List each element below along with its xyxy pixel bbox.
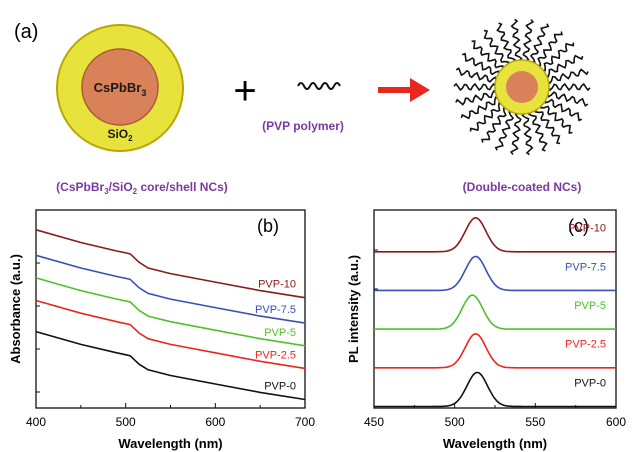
x-tick-label: 500 xyxy=(445,415,465,429)
core-shell-nc: CsPbBr3 SiO2 xyxy=(56,24,184,152)
series-label: PVP-10 xyxy=(258,279,296,291)
polymer-strand xyxy=(455,67,498,83)
polymer-strand xyxy=(494,110,515,151)
core-shell-caption: (CsPbBr3/SiO2 core/shell NCs) xyxy=(56,180,228,196)
series-line xyxy=(374,371,616,408)
polymer-strand xyxy=(461,52,500,76)
red-arrow-icon xyxy=(378,78,430,102)
series-line xyxy=(374,294,616,330)
polymer-strand xyxy=(544,98,583,122)
core-label: CsPbBr xyxy=(94,80,142,95)
x-axis-label: Wavelength (nm) xyxy=(118,436,222,451)
polymer-strand xyxy=(521,112,534,156)
pvp-polymer-icon xyxy=(297,82,341,90)
series-line xyxy=(35,330,306,401)
double-coated-nc xyxy=(453,18,591,156)
x-axis-label: Wavelength (nm) xyxy=(443,436,547,451)
shell-subscript: 2 xyxy=(128,134,133,143)
polymer-strand xyxy=(534,108,561,145)
svg-text:SiO2: SiO2 xyxy=(107,127,133,143)
polymer-strand xyxy=(469,102,503,132)
x-tick-label: 400 xyxy=(26,415,46,429)
series-label: PVP-10 xyxy=(568,223,606,235)
x-tick-label: 500 xyxy=(116,415,136,429)
series-label: PVP-7.5 xyxy=(255,304,296,316)
series-label: PVP-5 xyxy=(574,300,606,312)
series-line xyxy=(35,299,306,370)
series-label: PVP-0 xyxy=(264,381,296,393)
series-line xyxy=(374,255,616,292)
series-label: PVP-2.5 xyxy=(565,339,606,351)
polymer-strand xyxy=(541,42,575,72)
polymer-strand xyxy=(510,18,523,62)
polymer-strand xyxy=(536,31,563,67)
polymer-strand xyxy=(528,110,548,152)
core-subscript: 3 xyxy=(141,88,146,98)
polymer-strand xyxy=(540,104,573,134)
series-line xyxy=(35,254,306,324)
polymer-strand xyxy=(481,107,508,143)
panel-a-label: (a) xyxy=(14,21,38,43)
polymer-strand xyxy=(483,29,510,66)
polymer-strand xyxy=(471,40,504,70)
polymer-strand xyxy=(529,23,550,64)
polymer-caption: (PVP polymer) xyxy=(262,119,344,133)
shell-label: SiO xyxy=(107,127,128,141)
nc-core xyxy=(506,71,538,103)
series-line xyxy=(35,277,306,347)
pl-chart: 450 500 550 600 Wavelength (nm) PL intensity … xyxy=(346,209,626,451)
plus-sign: + xyxy=(233,69,256,113)
x-tick-label: 550 xyxy=(525,415,545,429)
polymer-strand xyxy=(455,89,498,106)
polymer-strand xyxy=(546,91,589,107)
double-coated-caption: (Double-coated NCs) xyxy=(463,180,582,194)
polymer-strand xyxy=(496,22,516,64)
absorbance-chart: 400 500 600 700 Wavelength (nm) Absorbance (a… xyxy=(8,209,315,451)
panel-label: (c) xyxy=(568,216,589,236)
series-line xyxy=(35,229,306,299)
x-tick-label: 450 xyxy=(364,415,384,429)
polymer-strand xyxy=(453,82,497,92)
x-tick-label: 600 xyxy=(606,415,626,429)
y-axis-label: Absorbance (a.u.) xyxy=(8,254,23,364)
svg-text:CsPbBr3: CsPbBr3 xyxy=(94,80,147,98)
polymer-strand xyxy=(460,96,500,120)
series-label: PVP-0 xyxy=(574,377,606,389)
series-label: PVP-7.5 xyxy=(565,261,606,273)
series-label: PVP-2.5 xyxy=(255,349,296,361)
polymer-strand xyxy=(547,82,591,92)
series-line xyxy=(374,216,616,253)
x-tick-label: 600 xyxy=(205,415,225,429)
panel-label: (b) xyxy=(257,216,279,236)
polymer-strand xyxy=(544,54,584,78)
polymer-strand xyxy=(509,112,522,155)
series-label: PVP-5 xyxy=(264,327,296,339)
polymer-strand xyxy=(522,19,535,62)
core-circle xyxy=(81,48,159,126)
x-tick-label: 700 xyxy=(295,415,315,429)
series-line xyxy=(374,332,616,369)
y-axis-label: PL intensity (a.u.) xyxy=(346,255,361,363)
polymer-strand xyxy=(546,68,589,85)
